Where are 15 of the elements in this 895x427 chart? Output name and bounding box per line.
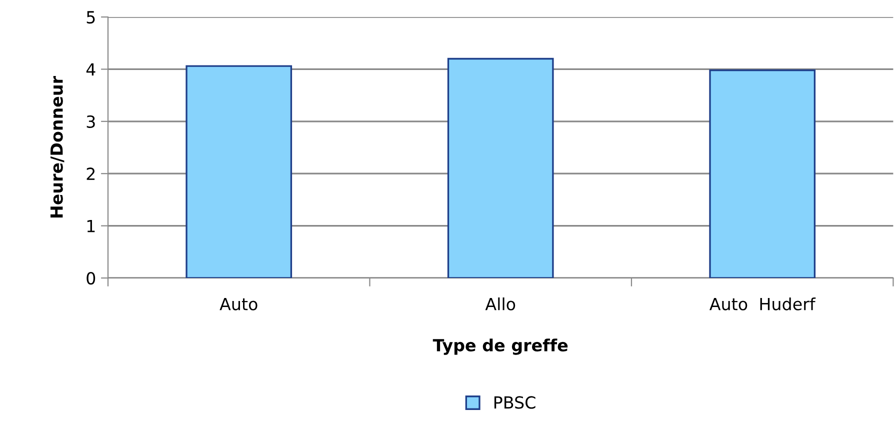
bar	[186, 65, 292, 278]
x-tick-label: Allo	[485, 297, 516, 310]
legend-label: PBSC	[494, 396, 536, 409]
y-tick-label: 5	[86, 11, 95, 24]
x-tick-label: Auto Huderf	[710, 297, 816, 310]
y-tick-label: 3	[86, 115, 95, 128]
y-tick-label: 0	[86, 272, 96, 285]
x-tick-label: Auto	[220, 298, 258, 310]
bar	[709, 69, 816, 278]
x-axis-title: Type de greffe	[432, 338, 568, 355]
y-tick-label: 2	[86, 168, 95, 180]
y-tick-label: 1	[87, 220, 95, 232]
y-axis-title: Heure/Donneur	[50, 76, 64, 218]
y-tick-label: 4	[86, 63, 96, 76]
bar	[447, 58, 554, 278]
